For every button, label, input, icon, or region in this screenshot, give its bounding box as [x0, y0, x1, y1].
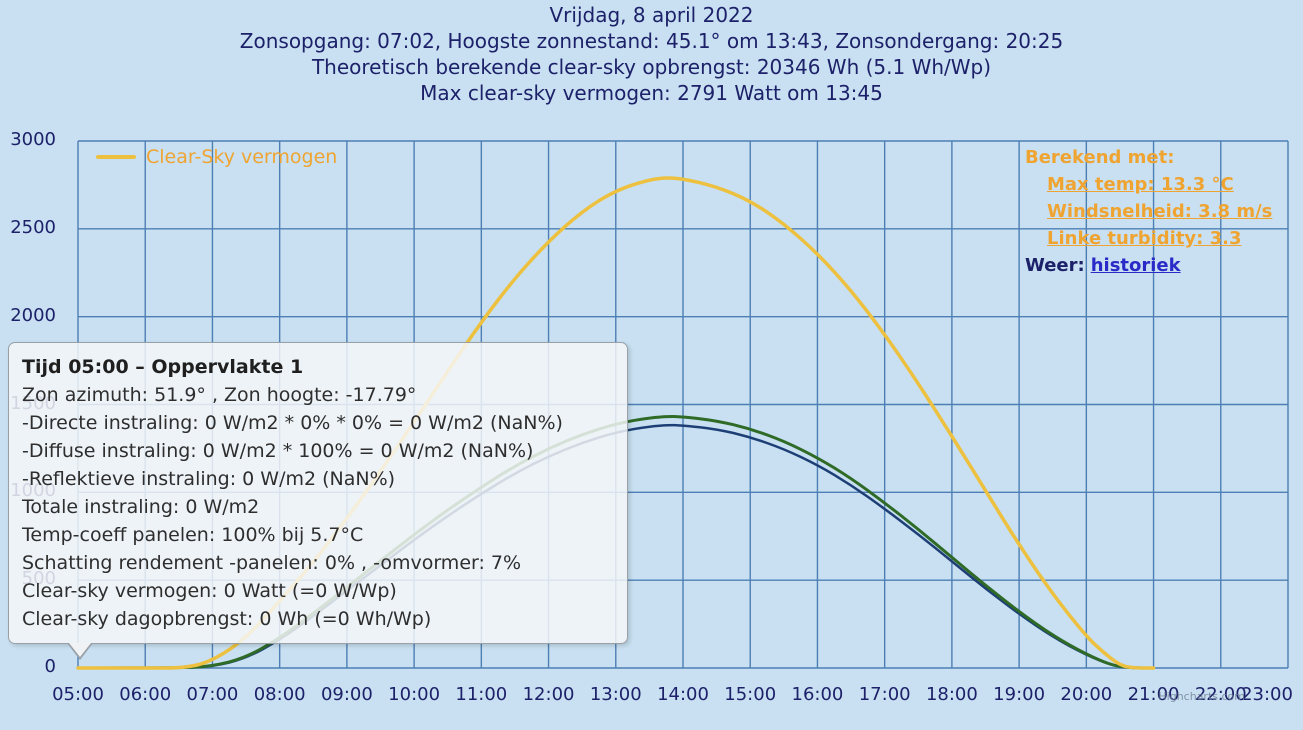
chart-header: Vrijdag, 8 april 2022 Zonsopgang: 07:02,…: [0, 2, 1303, 106]
x-axis-label: 16:00: [791, 684, 844, 705]
info-link[interactable]: Max temp: 13.3 °C: [1047, 174, 1234, 195]
x-axis-label: 06:00: [119, 684, 172, 705]
x-axis-label: 17:00: [858, 684, 911, 705]
x-axis-label: 18:00: [925, 684, 978, 705]
chart-tooltip: Tijd 05:00 – Oppervlakte 1 Zon azimuth: …: [8, 342, 628, 660]
x-axis-label: 11:00: [455, 684, 508, 705]
x-axis-label: 10:00: [388, 684, 441, 705]
tooltip-line: Zon azimuth: 51.9° , Zon hoogte: -17.79°: [22, 384, 417, 406]
weather-line: Weer: historiek: [1025, 252, 1272, 279]
header-max-power: Max clear-sky vermogen: 2791 Watt om 13:…: [420, 81, 883, 105]
x-axis-label: 21:00: [1127, 684, 1180, 705]
tooltip-line: Schatting rendement -panelen: 0% , -omvo…: [22, 552, 522, 574]
tooltip-line: Clear-sky vermogen: 0 Watt (=0 W/Wp): [22, 580, 397, 602]
weather-label: Weer:: [1025, 255, 1085, 276]
tooltip-line: -Directe instraling: 0 W/m2 * 0% * 0% = …: [22, 412, 563, 434]
x-axis-label: 14:00: [657, 684, 709, 705]
legend-label: Clear-Sky vermogen: [146, 146, 338, 168]
x-axis-label: 05:00: [52, 684, 104, 705]
y-axis-label: 2000: [10, 304, 56, 326]
calculation-info-block: Berekend met: Max temp: 13.3 °C Windsnelh…: [1025, 144, 1272, 279]
weather-history-link[interactable]: historiek: [1090, 255, 1181, 276]
x-axis-label: 07:00: [186, 684, 239, 705]
info-links: Max temp: 13.3 °C Windsnelheid: 3.8 m/s Li…: [1025, 171, 1272, 252]
info-link[interactable]: Windsnelheid: 3.8 m/s: [1047, 201, 1273, 222]
tooltip-line: -Reflektieve instraling: 0 W/m2 (NaN%): [22, 468, 396, 490]
x-axis-label: 15:00: [724, 684, 777, 705]
y-axis-label: 2500: [10, 216, 56, 238]
x-axis-label: 20:00: [1060, 684, 1113, 705]
tooltip-title: Tijd 05:00 – Oppervlakte 1: [22, 356, 304, 378]
highcharts-credit-link[interactable]: Highcharts.com: [1158, 690, 1245, 703]
info-title: Berekend met:: [1025, 147, 1175, 168]
info-link[interactable]: Linke turbidity: 3.3: [1047, 228, 1242, 249]
y-axis-label: 3000: [10, 129, 56, 150]
header-date: Vrijdag, 8 april 2022: [549, 3, 754, 27]
tooltip-line: -Diffuse instraling: 0 W/m2 * 100% = 0 W…: [22, 440, 534, 462]
header-clear-sky-yield: Theoretisch berekende clear-sky opbrengs…: [311, 55, 992, 79]
x-axis-label: 23:00: [1241, 684, 1293, 705]
x-axis-label: 12:00: [522, 684, 575, 705]
tooltip-body: Zon azimuth: 51.9° , Zon hoogte: -17.79°…: [22, 381, 614, 633]
y-axis-label: 0: [44, 656, 56, 677]
legend-line-swatch: [96, 155, 136, 159]
tooltip-line: Temp-coeff panelen: 100% bij 5.7°C: [22, 524, 364, 546]
x-axis-label: 09:00: [320, 684, 373, 705]
header-sun-times: Zonsopgang: 07:02, Hoogste zonnestand: 4…: [239, 29, 1064, 53]
x-axis-label: 22:00: [1194, 684, 1247, 705]
tooltip-line: Clear-sky dagopbrengst: 0 Wh (=0 Wh/Wp): [22, 608, 432, 630]
x-axis-label: 08:00: [253, 684, 306, 705]
tooltip-line: Totale instraling: 0 W/m2: [22, 496, 260, 518]
x-axis-label: 13:00: [589, 684, 642, 705]
x-axis-label: 19:00: [993, 684, 1046, 705]
legend-item-clear-sky[interactable]: Clear-Sky vermogen: [96, 146, 337, 168]
